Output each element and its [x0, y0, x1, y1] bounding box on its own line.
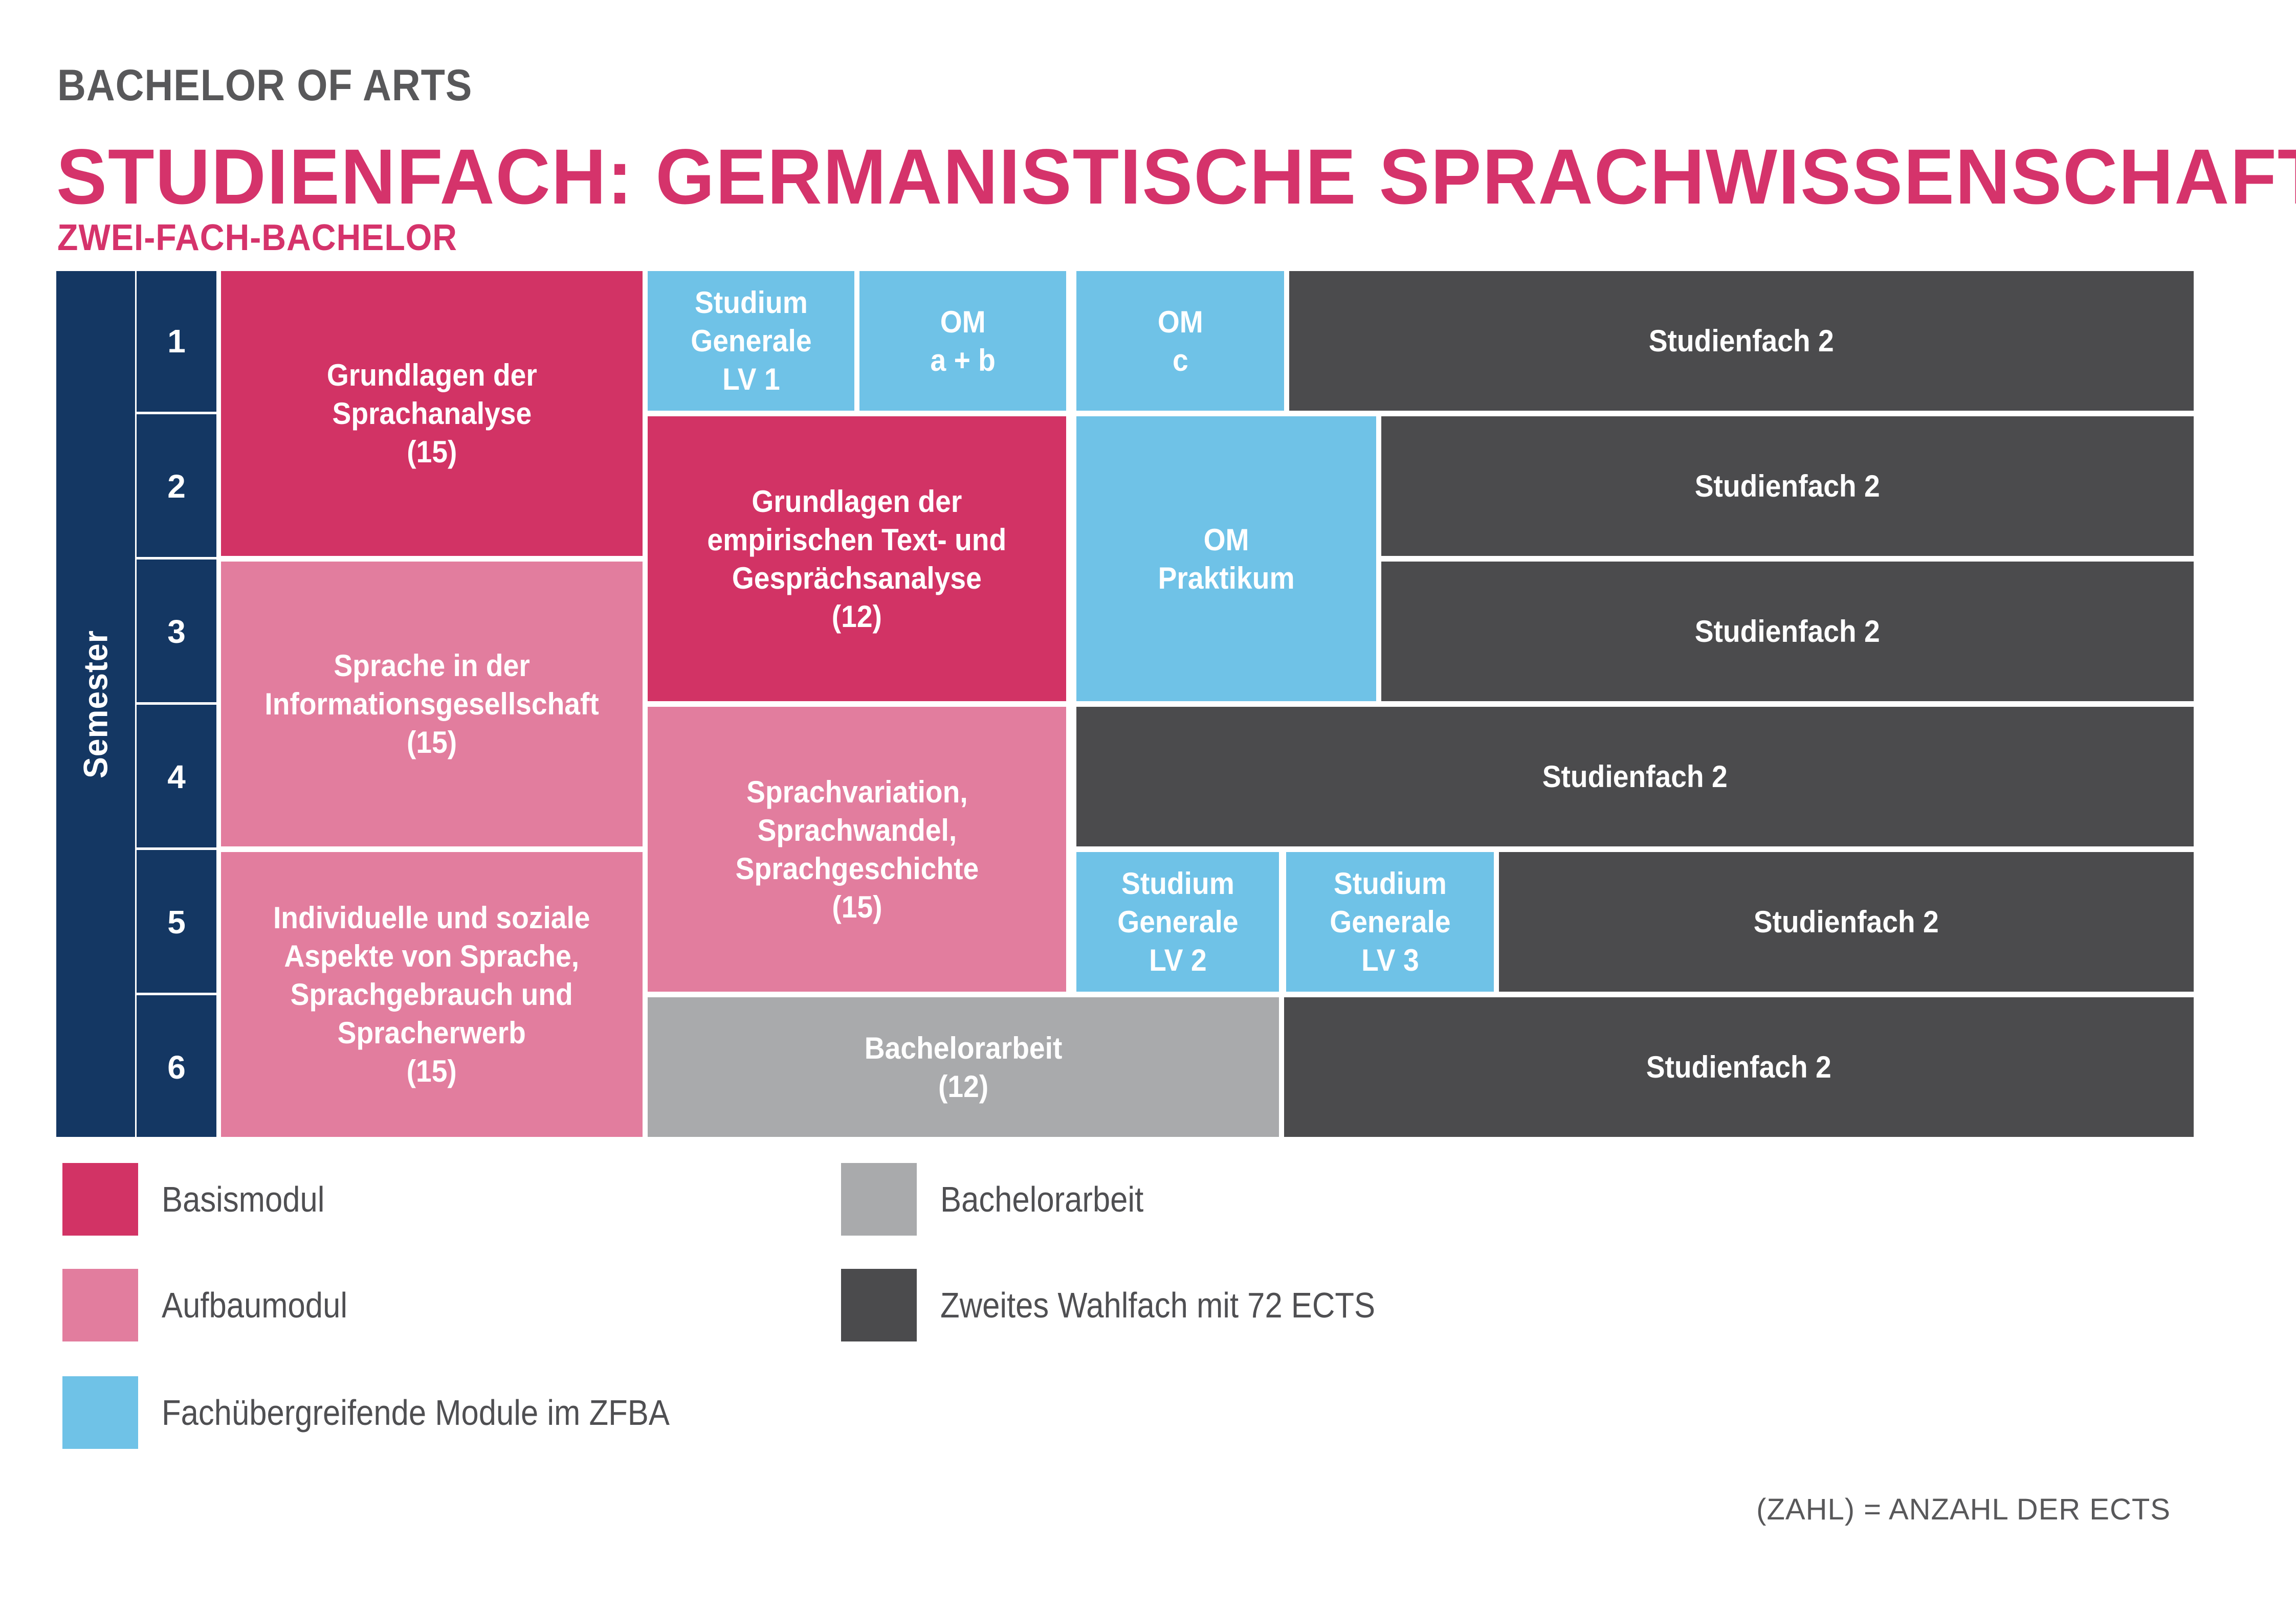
semester-axis-label: Semester [77, 630, 115, 778]
row-divider [137, 412, 216, 414]
legend-label: Aufbaumodul [162, 1285, 348, 1325]
module-individuelle-soziale-aspekte: Individuelle und soziale Aspekte von Spr… [221, 852, 643, 1137]
module-grundlagen-empirische: Grundlagen der empirischen Text- und Ges… [648, 416, 1066, 701]
module-bachelorarbeit: Bachelorarbeit (12) [648, 997, 1279, 1137]
legend-swatch-aufbaumodul [62, 1269, 138, 1341]
page-title: STUDIENFACH: GERMANISTISCHE SPRACHWISSEN… [56, 133, 2296, 220]
legend-label: Basismodul [162, 1179, 325, 1219]
degree-kicker: BACHELOR OF ARTS [57, 61, 473, 110]
legend-label: Bachelorarbeit [940, 1179, 1144, 1219]
module-studienfach2-row5: Studienfach 2 [1499, 852, 2194, 992]
semester-number-1: 1 [167, 322, 186, 360]
legend-item-basismodul: Basismodul [62, 1163, 347, 1236]
module-studienfach2-row6: Studienfach 2 [1284, 997, 2194, 1137]
module-studium-generale-lv2: Studium Generale LV 2 [1076, 852, 1279, 992]
module-grundlagen-sprachanalyse: Grundlagen der Sprachanalyse (15) [221, 271, 643, 556]
semester-number-2: 2 [167, 467, 186, 505]
module-sprache-informationsgesellschaft: Sprache in der Informationsgesellschaft … [221, 562, 643, 846]
module-studium-generale-lv1: Studium Generale LV 1 [648, 271, 854, 411]
ects-note: (ZAHL) = ANZAHL DER ECTS [1756, 1493, 2171, 1526]
legend-label: Fachübergreifende Module im ZFBA [162, 1393, 670, 1433]
legend-item-bachelorarbeit: Bachelorarbeit [841, 1163, 1171, 1236]
legend-item-zweites-wahlfach: Zweites Wahlfach mit 72 ECTS [841, 1269, 1434, 1341]
semester-number-6: 6 [167, 1048, 186, 1086]
module-sprachvariation: Sprachvariation, Sprachwandel, Sprachges… [648, 707, 1066, 992]
semester-number-3: 3 [167, 613, 186, 650]
legend-label: Zweites Wahlfach mit 72 ECTS [940, 1285, 1376, 1325]
module-studienfach2-row4: Studienfach 2 [1076, 707, 2194, 846]
semester-number-5: 5 [167, 903, 186, 941]
rail-divider [135, 271, 137, 1137]
module-studienfach2-row3: Studienfach 2 [1381, 562, 2194, 701]
module-studienfach2-row2: Studienfach 2 [1381, 416, 2194, 556]
module-om-a-b: OM a + b [859, 271, 1066, 411]
row-divider [137, 847, 216, 850]
row-divider [137, 702, 216, 705]
legend-swatch-zfba [62, 1376, 138, 1449]
page-subtitle: ZWEI-FACH-BACHELOR [57, 217, 457, 258]
semester-number-4: 4 [167, 758, 186, 795]
row-divider [137, 993, 216, 995]
row-divider [137, 557, 216, 560]
module-studienfach2-row1: Studienfach 2 [1289, 271, 2194, 411]
legend-swatch-wahlfach [841, 1269, 917, 1341]
legend-item-zfba-module: Fachübergreifende Module im ZFBA [62, 1376, 739, 1449]
legend-swatch-basismodul [62, 1163, 138, 1236]
module-om-praktikum: OM Praktikum [1076, 416, 1376, 701]
module-studium-generale-lv3: Studium Generale LV 3 [1286, 852, 1494, 992]
legend-swatch-bachelorarbeit [841, 1163, 917, 1236]
legend-item-aufbaumodul: Aufbaumodul [62, 1269, 373, 1341]
module-om-c: OM c [1076, 271, 1284, 411]
